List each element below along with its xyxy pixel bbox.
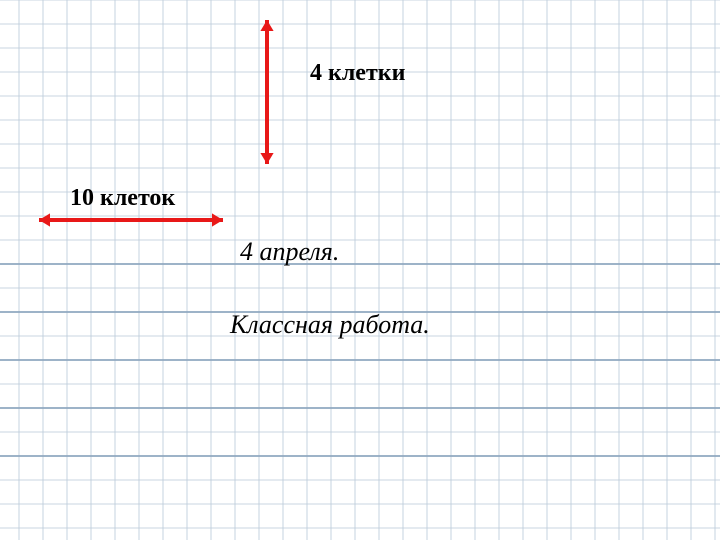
classwork-title: Классная работа. (230, 310, 430, 340)
horizontal-arrow-label: 10 клеток (70, 185, 175, 212)
vertical-arrow (254, 7, 280, 177)
date-text: 4 апреля. (240, 237, 339, 267)
vertical-arrow-label: 4 клетки (310, 60, 405, 87)
